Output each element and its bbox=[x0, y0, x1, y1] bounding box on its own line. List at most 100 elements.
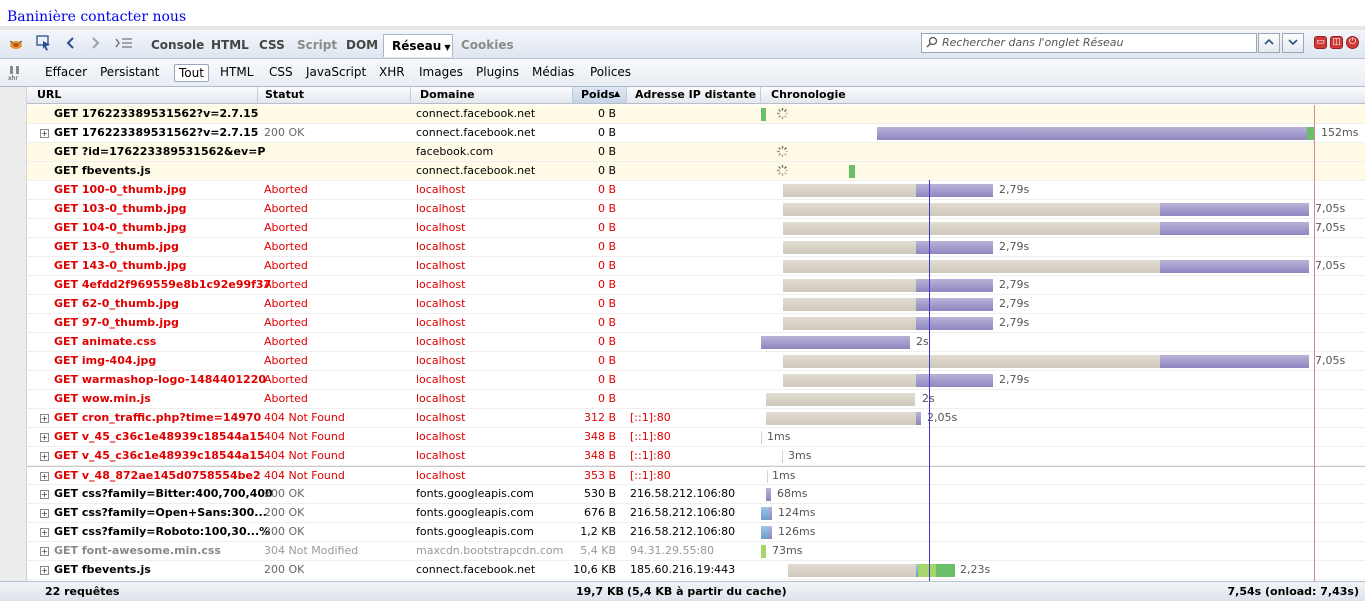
col-domain[interactable]: Domaine bbox=[420, 88, 475, 101]
request-row[interactable]: GET animate.css Aborted localhost 0 B 2s bbox=[27, 333, 1365, 352]
tab-network[interactable]: Réseau ▼ bbox=[383, 34, 453, 57]
inspect-icon[interactable] bbox=[36, 35, 52, 51]
request-url: GET font-awesome.min.css bbox=[54, 544, 221, 557]
filter-html[interactable]: HTML bbox=[220, 65, 254, 79]
request-size: 353 B bbox=[583, 469, 616, 482]
divider[interactable] bbox=[257, 87, 258, 104]
filter-plugins[interactable]: Plugins bbox=[476, 65, 519, 79]
xhr-breakpoint-icon[interactable]: xhr bbox=[8, 65, 22, 82]
expand-icon[interactable]: + bbox=[40, 509, 49, 518]
page-link[interactable]: Baninière contacter nous bbox=[7, 9, 187, 25]
search-next-button[interactable] bbox=[1282, 33, 1304, 53]
expand-icon[interactable]: + bbox=[40, 472, 49, 481]
tab-html[interactable]: HTML bbox=[211, 38, 249, 52]
tab-cookies[interactable]: Cookies bbox=[461, 38, 514, 52]
request-row[interactable]: GET img-404.jpg Aborted localhost 0 B 7,05s bbox=[27, 352, 1365, 371]
divider[interactable] bbox=[626, 87, 627, 104]
request-row[interactable]: + GET font-awesome.min.css 304 Not Modifie… bbox=[27, 542, 1365, 561]
request-row[interactable]: GET fbevents.js connect.facebook.net 0 B bbox=[27, 162, 1365, 181]
timeline-bar bbox=[916, 564, 918, 577]
col-url[interactable]: URL bbox=[37, 88, 62, 101]
tab-dom[interactable]: DOM bbox=[346, 38, 379, 52]
request-url: GET v_45_c36c1e48939c18544a15 bbox=[54, 449, 265, 462]
command-line-icon[interactable] bbox=[115, 36, 133, 52]
request-size: 5,4 KB bbox=[580, 544, 616, 557]
divider[interactable] bbox=[572, 87, 573, 104]
filter-xhr[interactable]: XHR bbox=[379, 65, 405, 79]
request-url: GET css?family=Roboto:100,30...% bbox=[54, 525, 271, 538]
request-row[interactable]: + GET v_45_c36c1e48939c18544a15 404 Not Fo… bbox=[27, 428, 1365, 447]
request-status: Aborted bbox=[264, 221, 308, 234]
request-status: Aborted bbox=[264, 373, 308, 386]
filter-css[interactable]: CSS bbox=[269, 65, 293, 79]
firebug-icon[interactable] bbox=[8, 37, 24, 53]
request-url: GET ?id=176223389531562&ev=P bbox=[54, 145, 266, 158]
close-icon[interactable]: ⏻ bbox=[1346, 36, 1359, 49]
forward-icon[interactable] bbox=[88, 36, 102, 52]
loading-spinner-icon bbox=[776, 145, 789, 158]
expand-icon[interactable]: + bbox=[40, 129, 49, 138]
search-input[interactable]: Rechercher dans l'onglet Réseau bbox=[921, 33, 1257, 53]
filter-all[interactable]: Tout bbox=[174, 64, 209, 82]
expand-icon[interactable]: + bbox=[40, 528, 49, 537]
request-row[interactable]: + GET css?family=Open+Sans:300... 200 OK fo… bbox=[27, 504, 1365, 523]
request-row[interactable]: + GET 176223389531562?v=2.7.15 200 OK conne… bbox=[27, 124, 1365, 143]
timeline-duration: 2,79s bbox=[999, 278, 1030, 291]
filter-javascript[interactable]: JavaScript bbox=[306, 65, 367, 79]
request-domain: fonts.googleapis.com bbox=[416, 525, 534, 538]
col-remote-ip[interactable]: Adresse IP distante bbox=[635, 88, 757, 101]
request-row[interactable]: GET 13-0_thumb.jpg Aborted localhost 0 B 2,7… bbox=[27, 238, 1365, 257]
minimize-icon[interactable]: ▭ bbox=[1314, 36, 1327, 49]
expand-icon[interactable]: + bbox=[40, 414, 49, 423]
request-row[interactable]: GET warmashop-logo-1484401220 Aborted loca… bbox=[27, 371, 1365, 390]
request-url: GET warmashop-logo-1484401220 bbox=[54, 373, 267, 386]
divider[interactable] bbox=[410, 87, 411, 104]
filter-media[interactable]: Médias bbox=[532, 65, 575, 79]
request-row[interactable]: GET wow.min.js Aborted localhost 0 B 2s bbox=[27, 390, 1365, 409]
tab-console[interactable]: Console bbox=[151, 38, 205, 52]
request-row[interactable]: GET 62-0_thumb.jpg Aborted localhost 0 B 2,7… bbox=[27, 295, 1365, 314]
detach-icon[interactable]: ◫ bbox=[1330, 36, 1343, 49]
request-row[interactable]: + GET css?family=Roboto:100,30...% 200 OK f… bbox=[27, 523, 1365, 542]
request-row[interactable]: GET 176223389531562?v=2.7.15 connect.face… bbox=[27, 105, 1365, 124]
request-row[interactable]: GET ?id=176223389531562&ev=P facebook.com… bbox=[27, 143, 1365, 162]
request-row[interactable]: GET 104-0_thumb.jpg Aborted localhost 0 B 7,… bbox=[27, 219, 1365, 238]
request-size: 348 B bbox=[583, 430, 616, 443]
back-icon[interactable] bbox=[64, 36, 78, 52]
expand-icon[interactable]: + bbox=[40, 433, 49, 442]
chevron-down-icon bbox=[1288, 39, 1298, 46]
expand-icon[interactable]: + bbox=[40, 490, 49, 499]
request-row[interactable]: GET 143-0_thumb.jpg Aborted localhost 0 B 7,… bbox=[27, 257, 1365, 276]
request-domain: localhost bbox=[416, 202, 466, 215]
request-status: 404 Not Found bbox=[264, 411, 345, 424]
filter-fonts[interactable]: Polices bbox=[590, 65, 632, 79]
request-size: 10,6 KB bbox=[573, 563, 616, 576]
search-prev-button[interactable] bbox=[1258, 33, 1280, 53]
request-row[interactable]: + GET css?family=Bitter:400,700,400 200 OK… bbox=[27, 485, 1365, 504]
tab-css[interactable]: CSS bbox=[259, 38, 285, 52]
request-row[interactable]: + GET v_45_c36c1e48939c18544a15 404 Not Fo… bbox=[27, 447, 1365, 466]
expand-icon[interactable]: + bbox=[40, 566, 49, 575]
request-row[interactable]: + GET v_48_872ae145d0758554be2 404 Not Fou… bbox=[27, 466, 1365, 485]
request-row[interactable]: GET 100-0_thumb.jpg Aborted localhost 0 B 2,… bbox=[27, 181, 1365, 200]
request-row[interactable]: + GET fbevents.js 200 OK connect.facebook.n… bbox=[27, 561, 1365, 580]
request-domain: connect.facebook.net bbox=[416, 107, 536, 120]
col-timeline[interactable]: Chronologie bbox=[771, 88, 846, 101]
request-row[interactable]: GET 103-0_thumb.jpg Aborted localhost 0 B 7,… bbox=[27, 200, 1365, 219]
chevron-down-icon[interactable]: ▼ bbox=[444, 43, 451, 52]
expand-icon[interactable]: + bbox=[40, 547, 49, 556]
request-size: 348 B bbox=[583, 449, 616, 462]
col-size-sorted[interactable]: Poids ▲ bbox=[573, 87, 626, 103]
expand-icon[interactable]: + bbox=[40, 452, 49, 461]
filter-images[interactable]: Images bbox=[419, 65, 463, 79]
tab-script[interactable]: Script bbox=[297, 38, 338, 52]
request-url: GET 13-0_thumb.jpg bbox=[54, 240, 179, 253]
request-row[interactable]: GET 4efdd2f969559e8b1c92e99f37 Aborted loc… bbox=[27, 276, 1365, 295]
col-status[interactable]: Statut bbox=[265, 88, 304, 101]
timeline-bar bbox=[936, 564, 955, 577]
request-row[interactable]: + GET cron_traffic.php?time=14970 404 Not … bbox=[27, 409, 1365, 428]
clear-button[interactable]: Effacer bbox=[45, 65, 88, 79]
persist-button[interactable]: Persistant bbox=[100, 65, 160, 79]
divider[interactable] bbox=[760, 87, 761, 104]
request-row[interactable]: GET 97-0_thumb.jpg Aborted localhost 0 B 2,7… bbox=[27, 314, 1365, 333]
